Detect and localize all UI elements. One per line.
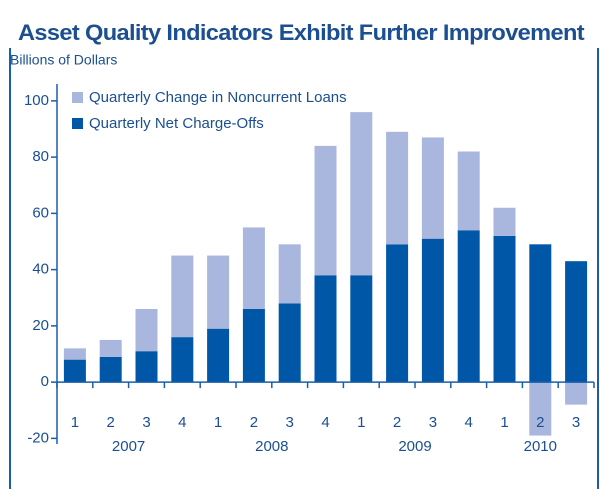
bar [171,337,194,383]
x-tick-label: 4 [465,414,473,431]
bar [350,275,373,383]
bar [457,151,480,231]
y-tick-label: 100 [24,92,49,109]
bar [207,255,230,329]
y-tick-label: 60 [32,204,49,221]
y-tick-label: -20 [27,429,49,446]
year-label: 2009 [398,438,431,455]
bar [278,244,301,304]
x-tick-label: 1 [214,414,222,431]
bar [242,227,265,309]
legend-swatch [72,118,83,129]
bar [207,328,230,383]
bar [63,359,86,383]
x-tick-label: 3 [572,414,580,431]
y-tick-label: 40 [32,261,49,278]
bar [457,230,480,383]
x-tick-label: 1 [500,414,508,431]
x-tick-label: 2 [250,414,258,431]
bar [493,207,516,236]
x-tick-label: 2 [536,414,544,431]
x-tick-label: 3 [286,414,294,431]
bar [242,309,265,383]
legend-label: Quarterly Net Charge-Offs [89,115,264,132]
bar [350,112,373,276]
bar [529,244,552,383]
x-tick-label: 4 [321,414,329,431]
bar [135,309,158,352]
bar [565,382,588,405]
legend-label: Quarterly Change in Noncurrent Loans [89,89,347,106]
year-label: 2010 [524,438,557,455]
x-tick-label: 2 [107,414,115,431]
bar [135,351,158,383]
bar [314,275,337,383]
year-label: 2007 [112,438,145,455]
x-tick-label: 1 [71,414,79,431]
x-tick-label: 1 [357,414,365,431]
y-tick-label: 80 [32,148,49,165]
bar [99,356,122,383]
x-tick-label: 3 [429,414,437,431]
x-tick-label: 4 [178,414,186,431]
bar [529,382,552,436]
bar [171,255,194,338]
subtitle: Billions of Dollars [10,52,117,68]
bar [314,145,337,276]
bar [421,137,444,239]
x-tick-label: 3 [142,414,150,431]
x-tick-label: 2 [393,414,401,431]
bar [386,244,409,383]
bar [421,238,444,383]
legend-swatch [72,92,83,103]
year-label: 2008 [255,438,288,455]
bar [278,303,301,383]
y-tick-label: 20 [32,317,49,334]
y-tick-label: 0 [41,373,49,390]
bar [386,131,409,245]
chart-title: Asset Quality Indicators Exhibit Further… [18,20,585,45]
bar [565,261,588,383]
bar [493,235,516,383]
bar [63,348,86,360]
bar [99,339,122,357]
